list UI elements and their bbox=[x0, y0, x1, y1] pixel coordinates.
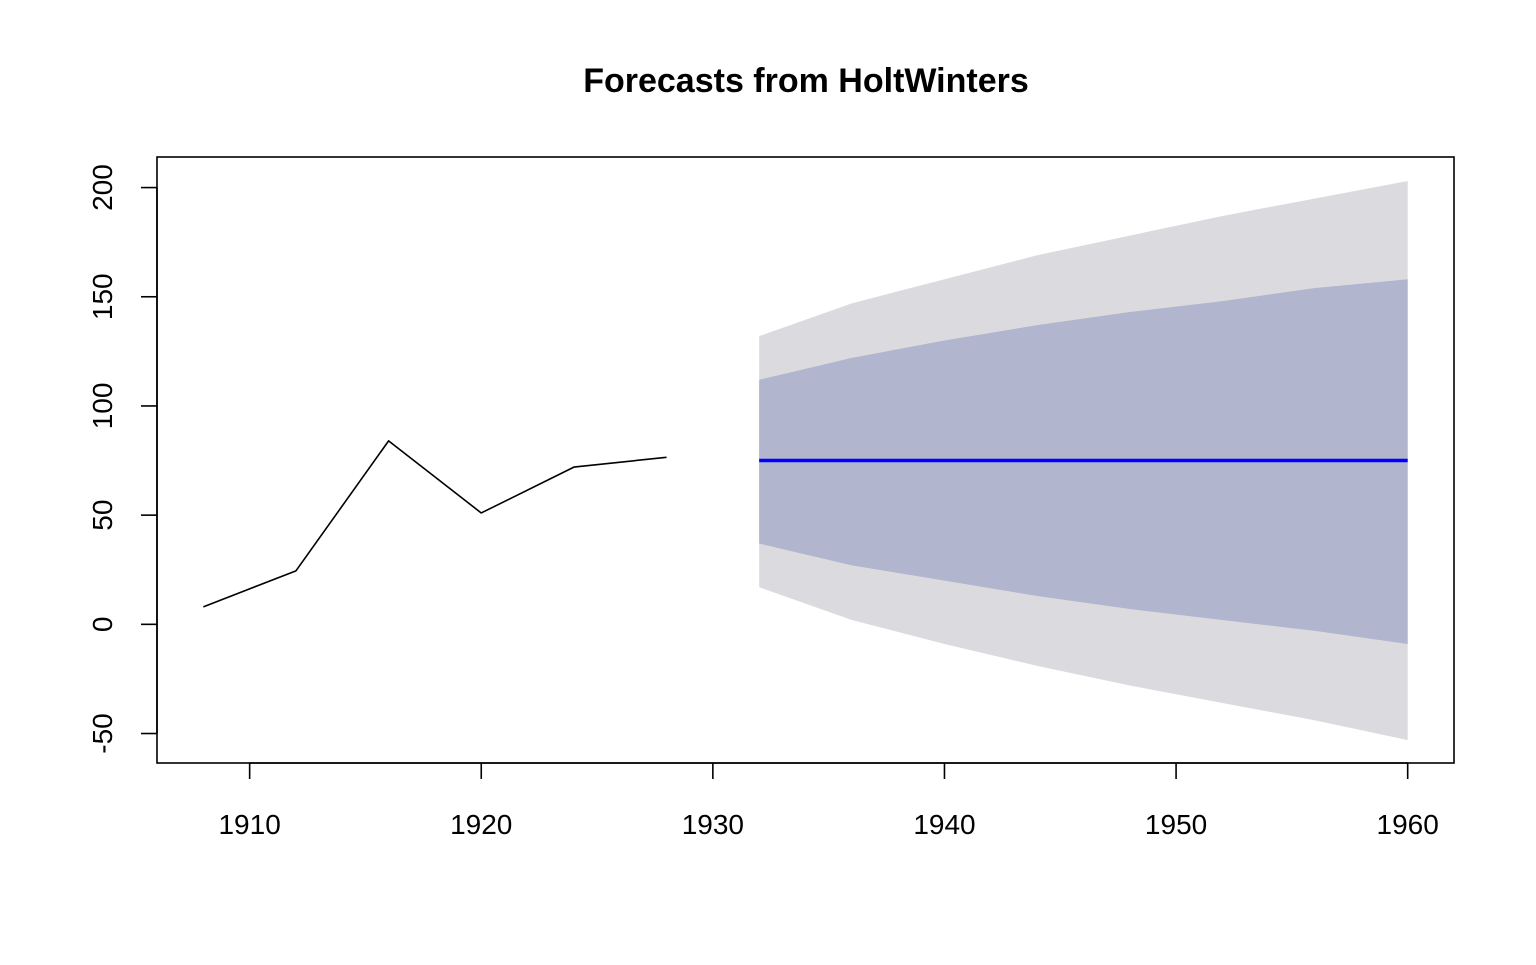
y-tick-label: 150 bbox=[87, 273, 118, 320]
x-tick-label: 1960 bbox=[1377, 809, 1439, 840]
x-tick-label: 1920 bbox=[450, 809, 512, 840]
x-tick-label: 1950 bbox=[1145, 809, 1207, 840]
y-tick-label: -50 bbox=[87, 713, 118, 753]
observed-line bbox=[203, 440, 667, 608]
x-tick-label: 1930 bbox=[682, 809, 744, 840]
chart-title: Forecasts from HoltWinters bbox=[583, 62, 1029, 100]
y-tick-label: 200 bbox=[87, 164, 118, 211]
x-tick-label: 1910 bbox=[218, 809, 280, 840]
y-tick-label: 100 bbox=[87, 383, 118, 430]
y-tick-label: 0 bbox=[87, 617, 118, 633]
y-tick-label: 50 bbox=[87, 500, 118, 531]
x-tick-label: 1940 bbox=[913, 809, 975, 840]
axes: 1910 1920 1930 1940 1950 1960 -50 0 50 100 150 200 bbox=[87, 156, 1455, 840]
plot-area bbox=[203, 181, 1408, 741]
